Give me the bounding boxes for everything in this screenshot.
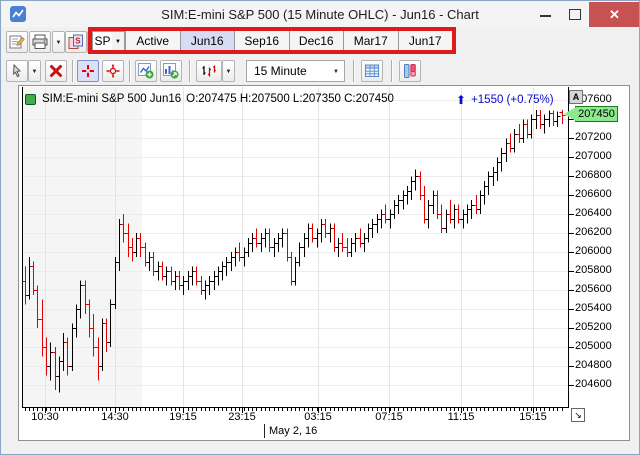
toolbar-separator — [391, 60, 393, 82]
toolbar-separator — [353, 60, 355, 82]
quote-board-icon — [365, 64, 379, 77]
toolbar-separator — [129, 60, 131, 82]
volume-profile-button[interactable] — [399, 60, 421, 82]
delete-icon — [50, 65, 62, 77]
quote-board-button[interactable] — [361, 60, 383, 82]
print-dropdown[interactable]: ▼ — [52, 31, 65, 53]
delete-drawing-button[interactable] — [45, 60, 67, 82]
pointer-tool-button[interactable] — [6, 60, 28, 82]
maximize-icon — [569, 9, 581, 20]
chart-values-icon — [163, 63, 179, 79]
autoscale-button[interactable]: A — [569, 90, 583, 104]
symbol-dropdown[interactable]: ▼ — [112, 31, 125, 52]
up-arrow-icon: ⬆ — [456, 93, 467, 107]
print-button[interactable] — [29, 31, 51, 53]
chart-values-button[interactable] — [160, 60, 182, 82]
tab-jun17[interactable]: Jun17 — [398, 31, 453, 52]
net-change: ⬆ +1550 (+0.75%) — [456, 93, 554, 107]
time-tick-label: 15:15 — [519, 411, 547, 423]
time-tick-label: 07:15 — [375, 411, 403, 423]
bar-style-button[interactable] — [196, 60, 222, 82]
title-bar[interactable]: SIM:E-mini S&P 500 (15 Minute OHLC) - Ju… — [1, 1, 639, 27]
new-chart-button[interactable] — [135, 60, 157, 82]
studies-button[interactable]: S — [65, 31, 87, 53]
pointer-dropdown[interactable]: ▼ — [28, 60, 41, 82]
date-marker-line — [263, 424, 265, 438]
last-price-bubble: 207450 — [564, 106, 618, 122]
contract-tab-strip: Active Jun16 Sep16 Dec16 Mar17 Jun17 — [125, 31, 453, 52]
minimize-button[interactable] — [532, 3, 559, 26]
center-crosshair-button[interactable] — [102, 60, 124, 82]
toolbar-separator — [189, 60, 191, 82]
tab-active[interactable]: Active — [126, 31, 181, 52]
tab-dec16[interactable]: Dec16 — [289, 31, 344, 52]
net-change-text: +1550 (+0.75%) — [471, 94, 554, 106]
chevron-down-icon: ▼ — [333, 69, 339, 75]
center-crosshair-icon — [106, 64, 120, 78]
symbol-button[interactable]: SP — [92, 31, 113, 52]
chart-plot[interactable] — [19, 86, 631, 442]
crosshair-icon — [82, 65, 94, 77]
maximize-button[interactable] — [561, 3, 588, 26]
volume-profile-icon — [404, 64, 416, 78]
window-title: SIM:E-mini S&P 500 (15 Minute OHLC) - Ju… — [161, 7, 479, 22]
return-to-latest-button[interactable]: ↘ — [571, 408, 585, 422]
bar-style-icon — [202, 65, 216, 77]
app-icon[interactable] — [10, 6, 26, 22]
crosshair-button[interactable] — [77, 60, 99, 82]
time-tick-label: 11:15 — [447, 411, 475, 423]
tab-mar17[interactable]: Mar17 — [344, 31, 399, 52]
chart-region: SIM:E-mini S&P 500 Jun16 O:207475 H:2075… — [18, 85, 630, 441]
interval-combobox[interactable]: 15 Minute ▼ — [246, 60, 345, 82]
print-icon — [32, 34, 48, 49]
chart-settings-button[interactable] — [6, 31, 28, 53]
pointer-icon — [13, 63, 22, 78]
svg-text:S: S — [75, 37, 81, 46]
tab-jun16[interactable]: Jun16 — [180, 31, 235, 52]
date-label: May 2, 16 — [268, 425, 318, 437]
chart-symbol-text: SIM:E-mini S&P 500 Jun16 — [42, 93, 182, 105]
time-tick-label: 10:30 — [31, 411, 59, 423]
toolbar-separator — [72, 60, 74, 82]
studies-icon: S — [68, 34, 83, 49]
interval-value: 15 Minute — [254, 64, 307, 78]
chart-settings-icon — [9, 35, 25, 49]
connection-status-icon — [25, 93, 36, 105]
time-tick-label: 14:30 — [101, 411, 129, 423]
bar-style-dropdown[interactable]: ▼ — [222, 60, 235, 82]
time-tick-label: 03:15 — [304, 411, 332, 423]
tab-sep16[interactable]: Sep16 — [235, 31, 290, 52]
chart-ohlc-text: O:207475 H:207500 L:207350 C:207450 — [186, 93, 394, 105]
new-chart-icon — [138, 63, 154, 79]
minimize-icon — [540, 15, 551, 17]
time-tick-label: 19:15 — [169, 411, 197, 423]
time-tick-label: 23:15 — [228, 411, 256, 423]
close-button[interactable]: ✕ — [589, 2, 639, 27]
chart-title-line: SIM:E-mini S&P 500 Jun16 O:207475 H:2075… — [25, 93, 394, 105]
